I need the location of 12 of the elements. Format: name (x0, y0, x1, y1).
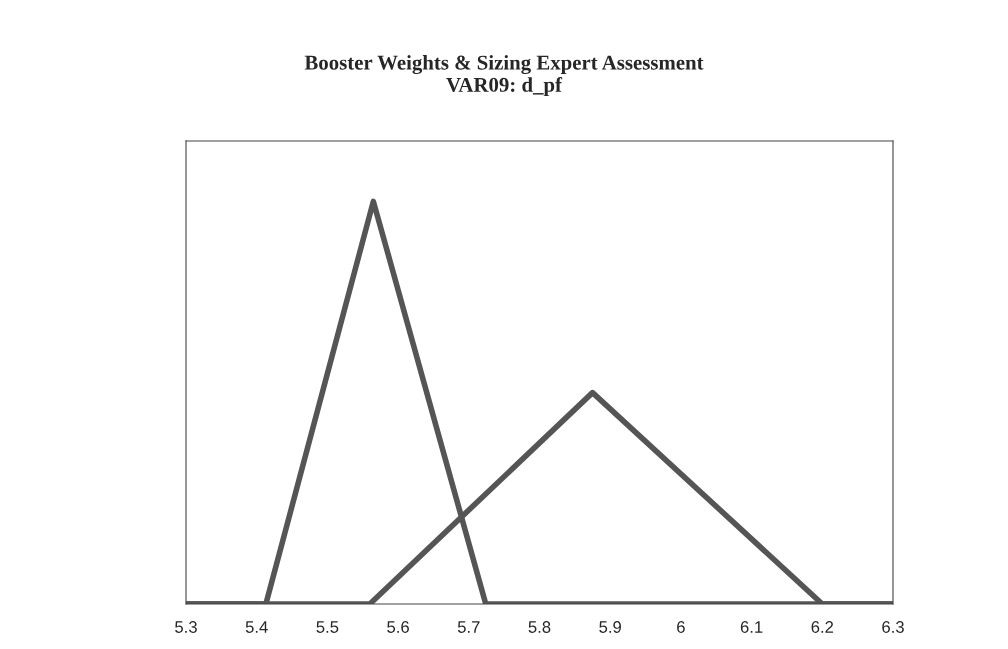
x-tick-label: 5.8 (528, 621, 551, 633)
x-tick-label: 5.3 (175, 621, 197, 633)
x-tick-label: 6.3 (882, 621, 904, 633)
x-tick-label: 6.2 (811, 621, 834, 633)
x-tick-label: 5.6 (387, 621, 409, 633)
x-tick-label: 6.1 (740, 621, 763, 633)
x-tick-label: 5.7 (457, 621, 480, 633)
x-tick-label: 5.5 (316, 621, 339, 633)
x-tick-label: 6 (677, 621, 685, 633)
chart-title: Booster Weights & Sizing Expert Assessment VAR09: d_pf (304, 55, 704, 97)
x-tick-label: 5.9 (599, 621, 621, 633)
x-tick-label: 5.4 (245, 621, 268, 633)
